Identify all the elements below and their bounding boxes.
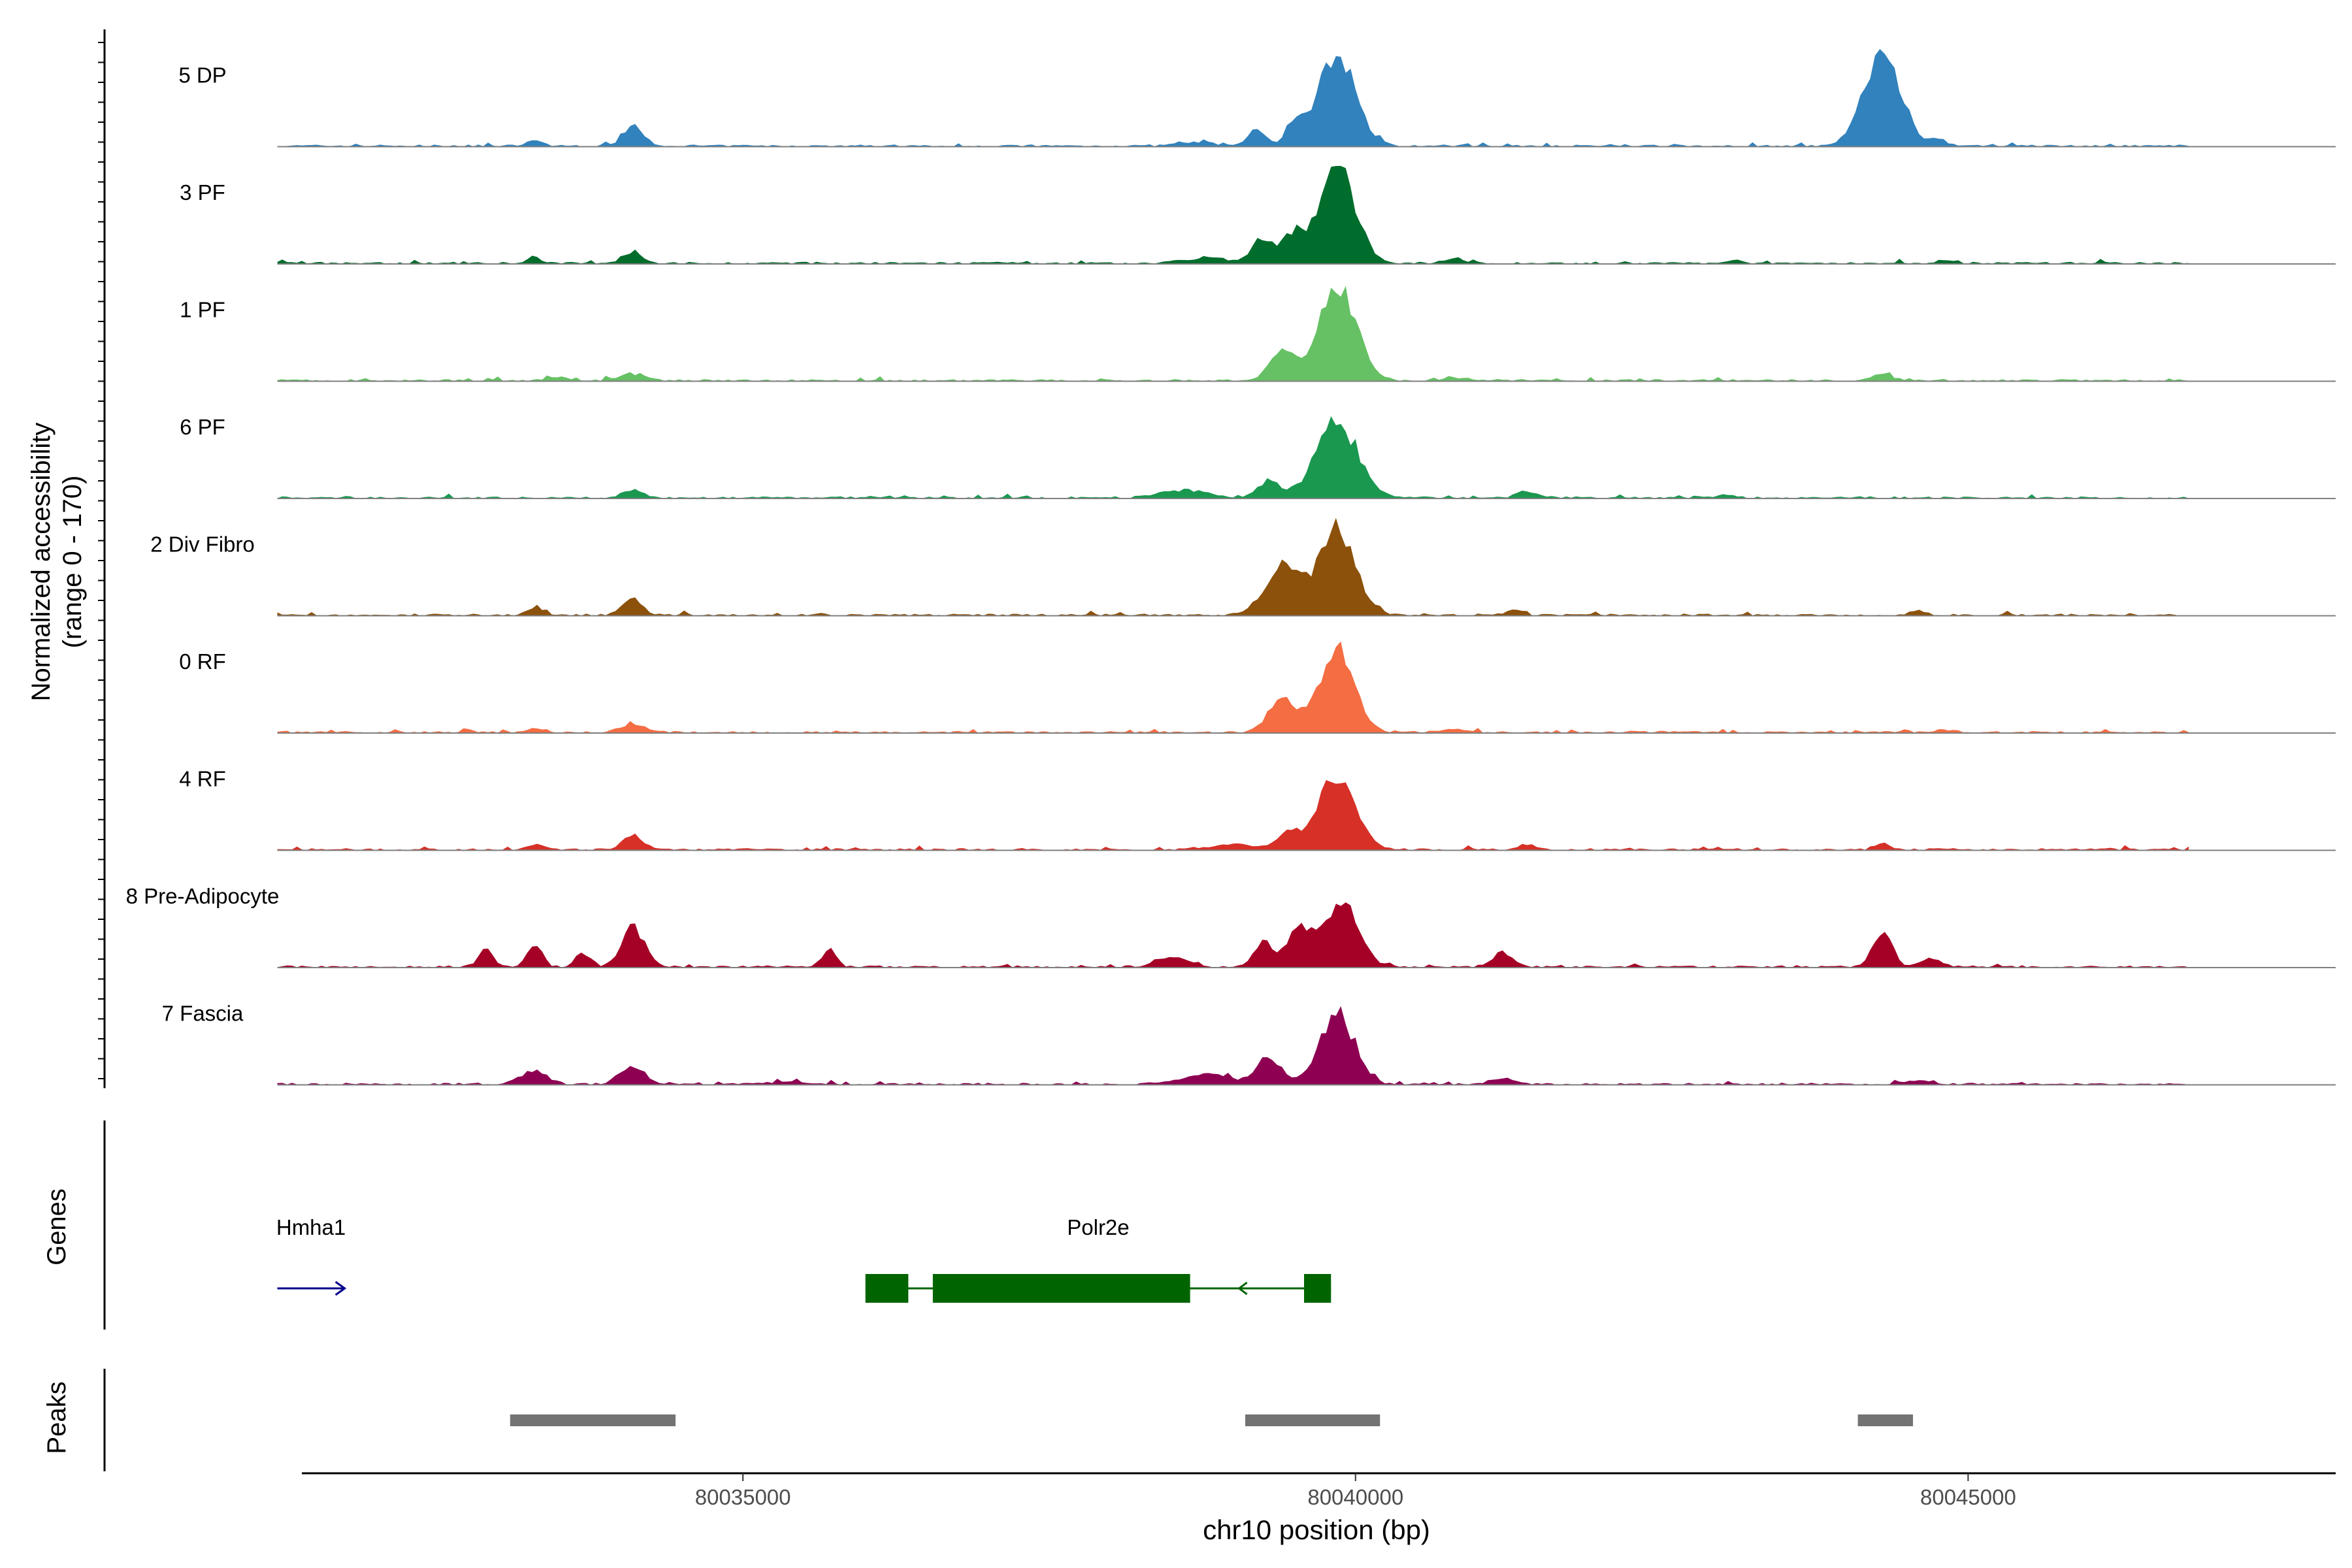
gene-polr2e: Polr2e (865, 1215, 1331, 1303)
track-8-pre-adipocyte: 8 Pre-Adipocyte (126, 884, 2336, 968)
track-label: 1 PF (180, 298, 225, 322)
coverage-area-5-dp (277, 49, 2189, 147)
track-7-fascia: 7 Fascia (162, 1002, 2336, 1086)
track-label: 5 DP (178, 63, 226, 88)
coverage-area-3-pf (277, 166, 2189, 264)
track-1-pf: 1 PF (180, 286, 2336, 382)
peak-region (1857, 1414, 1914, 1426)
coverage-area-7-fascia (277, 1006, 2189, 1085)
track-label: 4 RF (179, 767, 226, 791)
gene-label: Hmha1 (276, 1215, 346, 1239)
track-6-pf: 6 PF (180, 415, 2336, 499)
coverage-area-4-rf (277, 780, 2189, 851)
peak-region (1245, 1414, 1380, 1426)
y-axis-label-line2: (range 0 - 170) (58, 476, 87, 649)
track-2-div-fibro: 2 Div Fibro (150, 517, 2336, 617)
x-axis-title: chr10 position (bp) (1203, 1514, 1430, 1545)
x-tick-label: 80040000 (1307, 1485, 1403, 1509)
coverage-area-2-div-fibro (277, 517, 2189, 616)
track-label: 6 PF (180, 415, 225, 439)
track-3-pf: 3 PF (180, 166, 2336, 265)
x-tick-label: 80045000 (1920, 1485, 2016, 1509)
genes-panel-label: Genes (42, 1188, 71, 1266)
gene-strand-arrow (1237, 1281, 1248, 1296)
track-5-dp: 5 DP (178, 49, 2336, 148)
coverage-area-6-pf (277, 416, 2189, 498)
gene-exon (865, 1274, 909, 1303)
gene-hmha1: Hmha1 (276, 1215, 347, 1296)
peak-region (510, 1414, 676, 1426)
coverage-area-0-rf (277, 641, 2189, 733)
gene-strand-arrow (335, 1281, 347, 1296)
y-axis-label-line1: Normalized accessibility (27, 423, 56, 702)
x-tick-label: 80035000 (695, 1485, 791, 1509)
track-label: 3 PF (180, 180, 225, 204)
gene-exon (1303, 1274, 1331, 1303)
peak-regions-layer (510, 1414, 1914, 1426)
genes-layer: Hmha1 Polr2e (276, 1215, 1331, 1303)
coverage-area-1-pf (277, 286, 2189, 382)
peaks-panel-label: Peaks (42, 1381, 71, 1454)
gene-label: Polr2e (1067, 1215, 1129, 1239)
track-4-rf: 4 RF (179, 767, 2336, 851)
track-label: 2 Div Fibro (150, 532, 255, 557)
coverage-area-8-pre-adipocyte (277, 902, 2189, 968)
axes-layer: 80035000 80040000 80045000 (98, 29, 2336, 1509)
track-label: 8 Pre-Adipocyte (126, 884, 280, 908)
track-0-rf: 0 RF (179, 641, 2336, 734)
gene-exon (932, 1274, 1190, 1303)
tracks-layer: 5 DP 3 PF 1 PF 6 PF 2 Div Fibro 0 RF 4 RF 8 Pre… (126, 49, 2336, 1086)
track-label: 0 RF (179, 649, 226, 674)
track-label: 7 Fascia (162, 1002, 244, 1026)
